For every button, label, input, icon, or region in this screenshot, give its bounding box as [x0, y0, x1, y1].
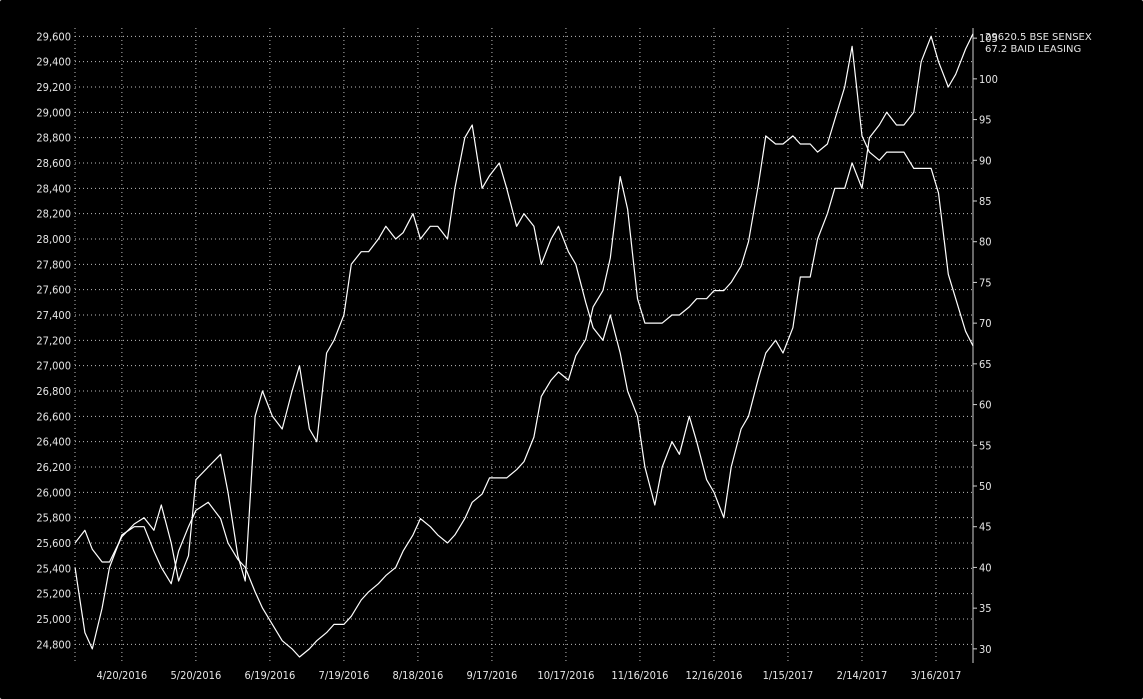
x-tick-label: 10/17/2016	[537, 669, 594, 682]
x-tick-label: 5/20/2016	[171, 669, 222, 682]
series-line-baid-leasing	[74, 45, 974, 658]
left-tick-label: 29,400	[36, 56, 71, 69]
right-tick-label: 35	[979, 602, 992, 615]
series-line-bse-sensex	[74, 33, 974, 582]
left-tick-label: 26,000	[36, 486, 71, 499]
right-tick-label: 70	[979, 317, 992, 330]
left-tick-label: 24,800	[36, 638, 71, 651]
left-axis-ticks: 24,800 25,000 25,200 25,400 25,600 25,800 26,0…	[36, 30, 71, 651]
left-tick-label: 29,200	[36, 81, 71, 94]
x-tick-label: 9/17/2016	[467, 669, 518, 682]
right-tick-label: 105	[979, 32, 998, 45]
right-tick-label: 60	[979, 399, 992, 412]
x-tick-label: 12/16/2016	[685, 669, 742, 682]
legend-entry: 67.2 BAID LEASING	[985, 44, 1081, 55]
left-tick-label: 29,000	[36, 106, 71, 119]
series-lines	[74, 33, 974, 658]
right-tick-label: 45	[979, 521, 992, 534]
x-tick-label: 2/14/2017	[837, 669, 888, 682]
grid-lines	[74, 28, 974, 663]
left-tick-label: 28,600	[36, 157, 71, 170]
x-tick-label: 7/19/2016	[319, 669, 370, 682]
left-tick-label: 28,000	[36, 233, 71, 246]
left-tick-label: 27,200	[36, 334, 71, 347]
right-tick-label: 85	[979, 195, 992, 208]
x-tick-label: 1/15/2017	[763, 669, 814, 682]
left-tick-label: 26,800	[36, 385, 71, 398]
right-tick-label: 40	[979, 561, 992, 574]
left-tick-label: 25,200	[36, 588, 71, 601]
x-tick-label: 4/20/2016	[96, 669, 147, 682]
right-tick-label: 90	[979, 154, 992, 167]
left-tick-label: 25,800	[36, 512, 71, 525]
x-tick-label: 6/19/2016	[245, 669, 296, 682]
right-tick-label: 95	[979, 114, 992, 127]
left-tick-label: 28,800	[36, 132, 71, 145]
left-tick-label: 28,400	[36, 182, 71, 195]
left-tick-label: 26,600	[36, 410, 71, 423]
left-tick-label: 26,200	[36, 461, 71, 474]
right-tick-label: 80	[979, 236, 992, 249]
right-tick-label: 65	[979, 358, 992, 371]
x-tick-label: 8/18/2016	[393, 669, 444, 682]
right-tick-label: 55	[979, 439, 992, 452]
left-tick-label: 27,800	[36, 258, 71, 271]
left-tick-label: 27,400	[36, 309, 71, 322]
right-tick-label: 30	[979, 643, 992, 656]
right-tick-label: 75	[979, 276, 992, 289]
left-tick-label: 25,400	[36, 562, 71, 575]
right-tick-label: 50	[979, 480, 992, 493]
legend-entry: 29620.5 BSE SENSEX	[985, 32, 1092, 43]
right-tick-label: 100	[979, 73, 998, 86]
left-tick-label: 27,000	[36, 360, 71, 373]
left-tick-label: 25,000	[36, 613, 71, 626]
left-tick-label: 27,600	[36, 284, 71, 297]
x-axis-ticks: 4/20/2016 5/20/2016 6/19/2016 7/19/2016 8/18…	[96, 669, 961, 682]
left-tick-label: 26,400	[36, 436, 71, 449]
x-tick-label: 3/16/2017	[911, 669, 962, 682]
left-tick-label: 25,600	[36, 537, 71, 550]
left-tick-label: 28,200	[36, 208, 71, 221]
left-tick-label: 29,600	[36, 30, 71, 43]
right-axis-ticks: 30 35 40 45 50 55 60 65 70 75 80 85 90 95 100 105	[973, 32, 998, 656]
x-tick-label: 11/16/2016	[611, 669, 668, 682]
